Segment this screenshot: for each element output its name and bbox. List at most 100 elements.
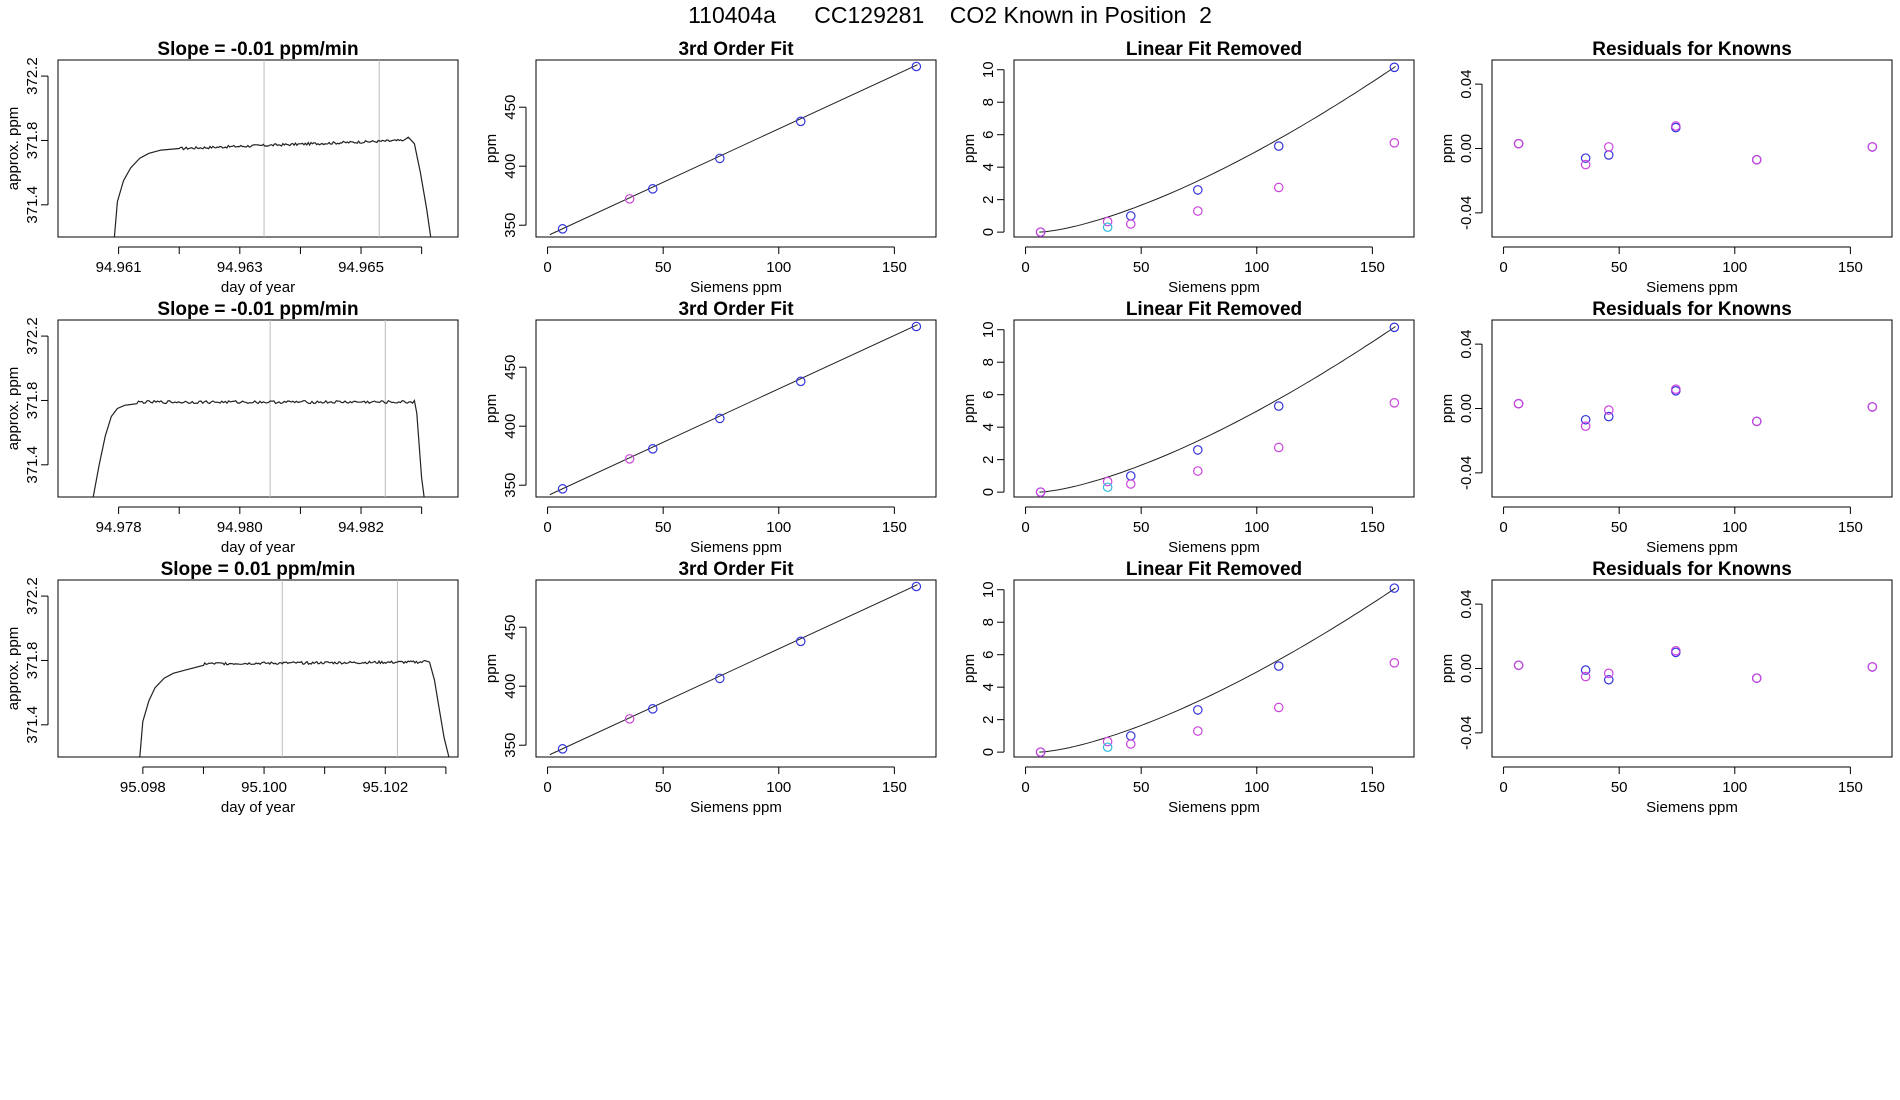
panel-title: 3rd Order Fit [678,299,794,320]
data-point [911,581,922,592]
data-point [557,224,568,234]
x-tick-label: 95.100 [241,779,287,796]
data-point [1671,645,1681,656]
data-point [1193,445,1203,455]
data-point [1389,583,1400,593]
x-tick-label: 0 [543,259,551,276]
data-point [795,376,806,387]
fit-curve [1039,587,1396,753]
plot-area [113,60,432,237]
x-axis-label: day of year [221,279,295,296]
y-tick-label: 10 [980,61,997,78]
x-tick-label: 94.961 [96,259,142,276]
data-point [647,704,658,714]
y-tick-label: 450 [502,615,519,640]
data-point [715,153,725,164]
data-point [1867,142,1878,152]
y-tick-label: -0.04 [1458,196,1475,230]
data-point [1751,416,1762,427]
data-point [795,636,806,647]
x-tick-label: 100 [1722,259,1747,276]
plot-area [1513,645,1878,685]
data-point [1102,222,1113,233]
plot-frame [1013,319,1415,498]
panel-title: 3rd Order Fit [678,39,794,60]
y-tick-label: 350 [502,733,519,758]
fit-curve [1039,66,1396,233]
data-point [911,61,922,72]
x-tick-label: 94.965 [338,259,384,276]
y-axis-label: ppm [1439,394,1456,423]
x-axis-label: Siemens ppm [1646,279,1738,296]
data-point [1193,705,1203,715]
series-line [113,136,432,237]
y-tick-label: 8 [980,98,997,106]
data-point [1102,742,1113,753]
y-tick-label: 8 [980,618,997,626]
data-point [1273,182,1284,193]
panel-0-3: Residuals for Knowns Siemens ppm ppm 0 50 100… [1439,39,1893,296]
plot-frame [535,59,937,238]
data-point [647,184,658,194]
y-tick-label: 372.2 [24,577,41,615]
panel-0-1: 3rd Order Fit Siemens ppm ppm 0 50 100 150 350 4… [483,39,937,296]
data-point [1389,138,1400,148]
data-point [624,714,635,724]
y-axis-label: ppm [483,134,500,163]
data-point [1580,414,1591,425]
data-point [1603,668,1614,679]
data-point [1102,476,1113,487]
x-tick-label: 50 [1133,779,1150,796]
x-tick-label: 50 [655,259,672,276]
panel-2-1: 3rd Order Fit Siemens ppm ppm 0 50 100 150 350 4… [483,559,937,816]
y-tick-label: 371.8 [24,122,41,160]
panel-title: Residuals for Knowns [1592,299,1792,320]
panel-2-3: Residuals for Knowns Siemens ppm ppm 0 50 100… [1439,559,1893,816]
data-point [1273,141,1284,151]
x-tick-label: 0 [1499,519,1507,536]
y-tick-label: 400 [502,674,519,699]
data-point [1513,138,1524,149]
plot-frame [57,579,459,758]
x-tick-label: 50 [1611,519,1628,536]
x-axis-label: Siemens ppm [690,279,782,296]
x-tick-label: 0 [1499,259,1507,276]
x-tick-label: 50 [1133,519,1150,536]
y-tick-label: 6 [980,651,997,659]
y-axis-label: ppm [961,654,978,683]
data-point [715,673,725,684]
x-tick-label: 94.982 [338,519,384,536]
y-axis-label: approx. ppm [5,107,22,190]
plot-frame [1013,579,1415,758]
data-point [1671,121,1681,131]
panel-title: Slope = 0.01 ppm/min [161,559,356,580]
x-tick-label: 95.098 [120,779,166,796]
y-tick-label: 0 [980,748,997,756]
data-point [1603,405,1614,415]
data-point [1125,479,1136,489]
data-point [795,116,806,127]
data-point [715,413,725,424]
plot-area [1035,583,1400,757]
data-point [1125,471,1136,481]
y-tick-label: 0.00 [1458,394,1475,423]
panel-title: Slope = -0.01 ppm/min [157,39,358,60]
data-point [1193,466,1203,476]
panel-0-0: Slope = -0.01 ppm/min day of year approx. … [5,39,459,296]
y-tick-label: 371.4 [24,186,41,224]
data-point [1035,747,1046,757]
data-point [1603,150,1614,160]
data-point [1273,401,1284,411]
y-tick-label: 10 [980,321,997,338]
x-tick-label: 95.102 [362,779,408,796]
x-axis-label: Siemens ppm [1646,539,1738,556]
x-tick-label: 100 [1722,519,1747,536]
data-point [1580,671,1591,682]
y-tick-label: 450 [502,355,519,380]
y-tick-label: 350 [502,473,519,498]
data-point [1513,660,1524,671]
data-point [1035,487,1046,497]
